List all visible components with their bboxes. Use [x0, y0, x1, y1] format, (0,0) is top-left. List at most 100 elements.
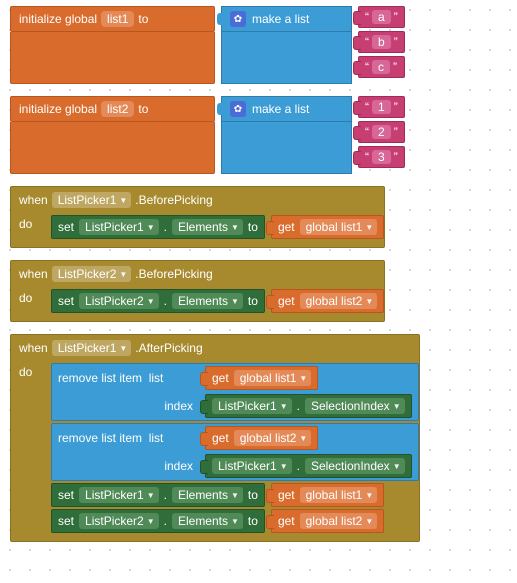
gear-icon[interactable]: ✿ [230, 101, 246, 117]
initialize-global-body [10, 32, 215, 84]
get-label: get [212, 371, 229, 385]
component-dropdown[interactable]: ListPicker2▼ [79, 293, 159, 309]
when-header: when ListPicker2▼ .BeforePicking [11, 261, 384, 287]
set-label: set [58, 514, 74, 528]
text-literal[interactable]: “ 2 ” [358, 121, 405, 143]
variable-name[interactable]: list1 [101, 11, 134, 27]
component-dropdown[interactable]: ListPicker1▼ [212, 458, 292, 474]
component-dropdown[interactable]: ListPicker1▼ [52, 340, 132, 356]
get-label: get [278, 514, 295, 528]
variable-dropdown[interactable]: global list1▼ [300, 487, 378, 503]
make-a-list-label: make a list [252, 102, 309, 116]
text-value[interactable]: 2 [372, 125, 391, 139]
set-block[interactable]: set ListPicker2▼ . Elements▼ to [51, 289, 265, 313]
set-label: set [58, 294, 74, 308]
variable-dropdown[interactable]: global list2▼ [234, 430, 312, 446]
chevron-down-icon: ▼ [393, 462, 401, 471]
quote-close: ” [394, 125, 398, 139]
when-footer [11, 315, 384, 321]
set-label: set [58, 488, 74, 502]
text-literal[interactable]: “ a ” [358, 6, 405, 28]
to-label: to [138, 12, 148, 26]
property-dropdown[interactable]: SelectionIndex▼ [305, 458, 405, 474]
quote-close: ” [394, 100, 398, 114]
when-listpicker1-beforepicking[interactable]: when ListPicker1▼ .BeforePicking do set … [10, 186, 511, 248]
chevron-down-icon: ▼ [365, 491, 373, 500]
chevron-down-icon: ▼ [119, 270, 127, 279]
component-dropdown[interactable]: ListPicker2▼ [52, 266, 132, 282]
variable-name[interactable]: list2 [101, 101, 134, 117]
variable-dropdown[interactable]: global list1▼ [300, 219, 378, 235]
text-literal[interactable]: “ b ” [358, 31, 405, 53]
set-block[interactable]: set ListPicker1▼ . Elements▼ to [51, 483, 265, 507]
to-label: to [248, 488, 258, 502]
component-dropdown[interactable]: ListPicker1▼ [212, 398, 292, 414]
chevron-down-icon: ▼ [299, 434, 307, 443]
text-value[interactable]: a [372, 10, 391, 24]
property-dropdown[interactable]: SelectionIndex▼ [305, 398, 405, 414]
chevron-down-icon: ▼ [147, 517, 155, 526]
do-label: do [11, 361, 51, 383]
text-value[interactable]: 3 [372, 150, 391, 164]
component-dropdown[interactable]: ListPicker1▼ [79, 219, 159, 235]
initialize-global-header[interactable]: initialize global list2 to [10, 96, 215, 122]
get-block[interactable]: get global list1▼ [271, 215, 384, 239]
chevron-down-icon: ▼ [280, 402, 288, 411]
variable-dropdown[interactable]: global list2▼ [300, 293, 378, 309]
property-get-block[interactable]: ListPicker1▼ . SelectionIndex▼ [205, 454, 412, 478]
to-label: to [138, 102, 148, 116]
make-a-list-block[interactable]: ✿ make a list [221, 6, 352, 32]
get-block[interactable]: get global list2▼ [205, 426, 318, 450]
remove-list-item-label: remove list item [58, 431, 142, 445]
text-literal[interactable]: “ c ” [358, 56, 405, 78]
text-literal[interactable]: “ 1 ” [358, 96, 405, 118]
property-dropdown[interactable]: Elements▼ [172, 513, 243, 529]
quote-close: ” [394, 35, 398, 49]
event-label: .AfterPicking [135, 341, 202, 355]
initialize-global-list1[interactable]: initialize global list1 to ✿ make a list… [10, 6, 511, 84]
remove-list-item-block[interactable]: remove list item list get global list1▼ … [51, 363, 419, 421]
text-value[interactable]: c [372, 60, 390, 74]
initialize-global-label: initialize global [19, 102, 97, 116]
initialize-global-header[interactable]: initialize global list1 to [10, 6, 215, 32]
when-label: when [19, 341, 48, 355]
make-a-list-block[interactable]: ✿ make a list [221, 96, 352, 122]
get-block[interactable]: get global list1▼ [205, 366, 318, 390]
when-listpicker1-afterpicking[interactable]: when ListPicker1▼ .AfterPicking do remov… [10, 334, 511, 542]
set-block[interactable]: set ListPicker2▼ . Elements▼ to [51, 509, 265, 533]
text-literal[interactable]: “ 3 ” [358, 146, 405, 168]
remove-list-item-block[interactable]: remove list item list get global list2▼ … [51, 423, 419, 481]
quote-open: “ [365, 100, 369, 114]
when-header: when ListPicker1▼ .BeforePicking [11, 187, 384, 213]
variable-dropdown[interactable]: global list2▼ [300, 513, 378, 529]
chevron-down-icon: ▼ [365, 517, 373, 526]
get-block[interactable]: get global list1▼ [271, 483, 384, 507]
when-listpicker2-beforepicking[interactable]: when ListPicker2▼ .BeforePicking do set … [10, 260, 511, 322]
text-value[interactable]: 1 [372, 100, 391, 114]
initialize-global-label: initialize global [19, 12, 97, 26]
make-a-list-body [221, 32, 352, 84]
set-block[interactable]: set ListPicker1▼ . Elements▼ to [51, 215, 265, 239]
set-label: set [58, 220, 74, 234]
property-get-block[interactable]: ListPicker1▼ . SelectionIndex▼ [205, 394, 412, 418]
chevron-down-icon: ▼ [147, 223, 155, 232]
chevron-down-icon: ▼ [231, 491, 239, 500]
variable-dropdown[interactable]: global list1▼ [234, 370, 312, 386]
quote-open: “ [365, 125, 369, 139]
dot: . [297, 399, 300, 413]
get-block[interactable]: get global list2▼ [271, 289, 384, 313]
text-value[interactable]: b [372, 35, 391, 49]
component-dropdown[interactable]: ListPicker1▼ [52, 192, 132, 208]
chevron-down-icon: ▼ [365, 297, 373, 306]
quote-close: ” [394, 10, 398, 24]
get-block[interactable]: get global list2▼ [271, 509, 384, 533]
chevron-down-icon: ▼ [231, 517, 239, 526]
property-dropdown[interactable]: Elements▼ [172, 293, 243, 309]
property-dropdown[interactable]: Elements▼ [172, 219, 243, 235]
component-dropdown[interactable]: ListPicker2▼ [79, 513, 159, 529]
component-dropdown[interactable]: ListPicker1▼ [79, 487, 159, 503]
list-items: “ 1 ” “ 2 ” “ 3 ” [358, 96, 405, 174]
gear-icon[interactable]: ✿ [230, 11, 246, 27]
property-dropdown[interactable]: Elements▼ [172, 487, 243, 503]
initialize-global-list2[interactable]: initialize global list2 to ✿ make a list… [10, 96, 511, 174]
